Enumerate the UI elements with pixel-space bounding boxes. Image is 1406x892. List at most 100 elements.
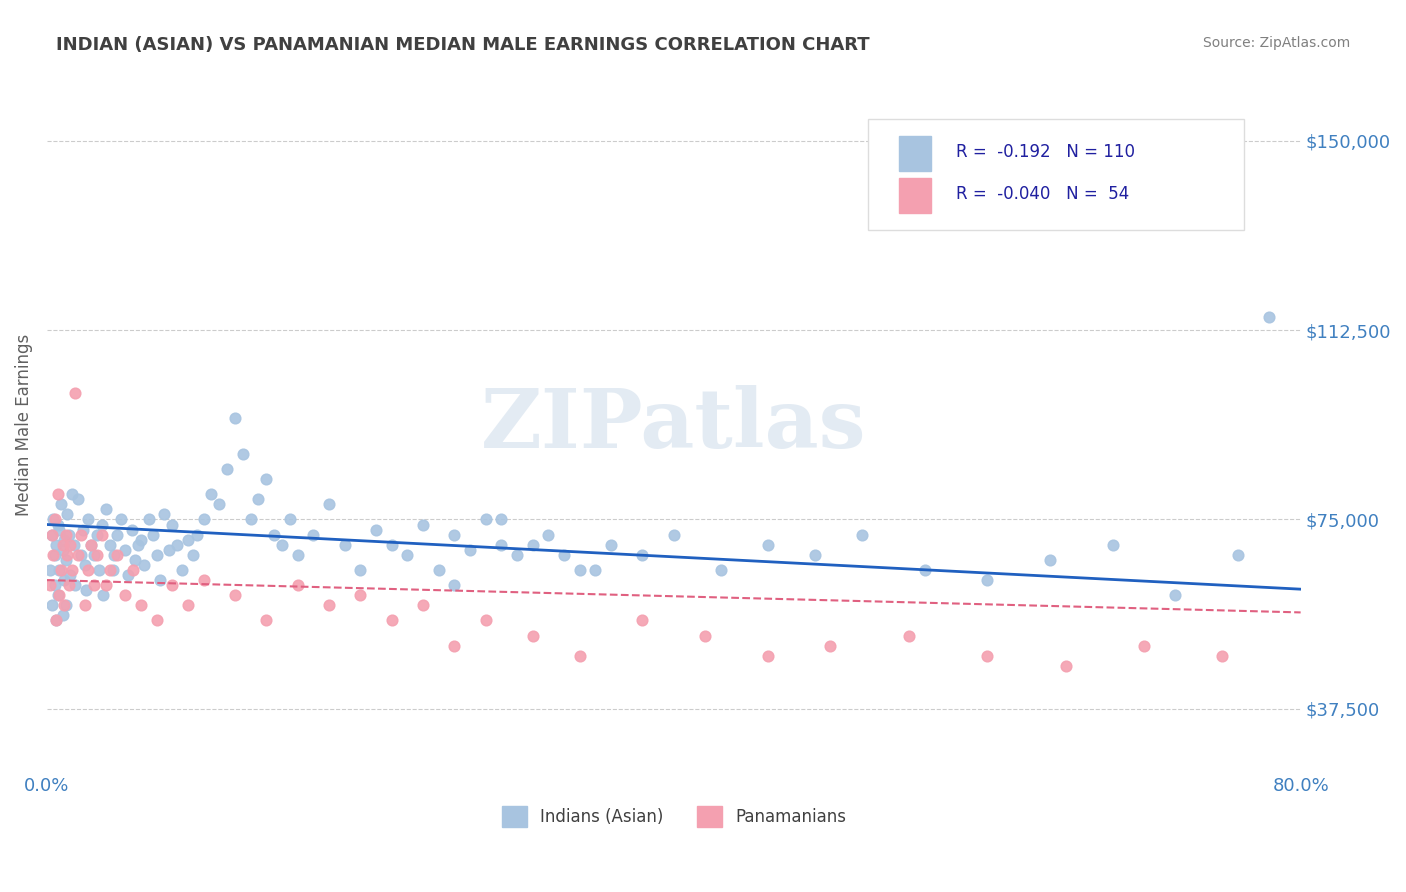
Point	[58, 527, 80, 541]
Point	[177, 599, 200, 613]
Point	[91, 588, 114, 602]
Point	[83, 578, 105, 592]
Point	[153, 508, 176, 522]
Point	[80, 538, 103, 552]
Point	[381, 538, 404, 552]
Point	[396, 548, 419, 562]
Point	[631, 548, 654, 562]
Point	[86, 527, 108, 541]
Point	[80, 538, 103, 552]
Point	[157, 542, 180, 557]
Point	[381, 614, 404, 628]
Point	[193, 512, 215, 526]
Point	[1039, 553, 1062, 567]
Point	[41, 599, 63, 613]
Point	[820, 639, 842, 653]
Point	[443, 527, 465, 541]
Point	[48, 588, 70, 602]
Point	[55, 553, 77, 567]
Y-axis label: Median Male Earnings: Median Male Earnings	[15, 334, 32, 516]
Point	[44, 578, 66, 592]
Point	[506, 548, 529, 562]
Point	[55, 527, 77, 541]
Point	[53, 599, 76, 613]
Point	[76, 512, 98, 526]
Point	[217, 462, 239, 476]
Point	[193, 573, 215, 587]
Point	[46, 588, 69, 602]
Point	[756, 648, 779, 663]
Point	[162, 578, 184, 592]
Point	[83, 548, 105, 562]
Point	[976, 573, 998, 587]
Legend: Indians (Asian), Panamanians: Indians (Asian), Panamanians	[495, 799, 852, 833]
Point	[51, 608, 73, 623]
Point	[631, 614, 654, 628]
FancyBboxPatch shape	[868, 120, 1244, 230]
Point	[39, 563, 62, 577]
FancyBboxPatch shape	[900, 178, 931, 213]
Point	[63, 386, 86, 401]
Point	[42, 512, 65, 526]
Point	[90, 527, 112, 541]
Point	[117, 568, 139, 582]
Point	[145, 614, 167, 628]
Point	[583, 563, 606, 577]
Point	[67, 548, 90, 562]
Text: Source: ZipAtlas.com: Source: ZipAtlas.com	[1202, 36, 1350, 50]
Point	[162, 517, 184, 532]
Point	[1101, 538, 1123, 552]
Point	[278, 512, 301, 526]
Point	[976, 648, 998, 663]
Point	[44, 512, 66, 526]
Point	[53, 533, 76, 547]
Point	[1258, 310, 1281, 325]
Point	[76, 563, 98, 577]
Point	[124, 553, 146, 567]
Point	[46, 517, 69, 532]
Point	[96, 502, 118, 516]
Point	[318, 599, 340, 613]
Point	[756, 538, 779, 552]
Point	[224, 588, 246, 602]
Point	[568, 648, 591, 663]
Point	[254, 472, 277, 486]
Point	[224, 411, 246, 425]
Point	[600, 538, 623, 552]
Point	[710, 563, 733, 577]
Point	[45, 614, 67, 628]
Point	[568, 563, 591, 577]
Point	[45, 538, 67, 552]
Point	[122, 563, 145, 577]
Point	[39, 578, 62, 592]
Point	[349, 563, 371, 577]
Point	[239, 512, 262, 526]
Point	[287, 548, 309, 562]
Point	[58, 578, 80, 592]
Point	[1133, 639, 1156, 653]
Point	[333, 538, 356, 552]
Point	[46, 487, 69, 501]
Point	[254, 614, 277, 628]
Point	[443, 639, 465, 653]
Point	[49, 497, 72, 511]
Point	[41, 527, 63, 541]
Point	[51, 542, 73, 557]
Point	[170, 563, 193, 577]
Point	[70, 527, 93, 541]
Point	[232, 447, 254, 461]
Point	[522, 629, 544, 643]
Point	[553, 548, 575, 562]
Point	[90, 517, 112, 532]
Point	[271, 538, 294, 552]
Point	[247, 492, 270, 507]
Point	[127, 538, 149, 552]
Point	[318, 497, 340, 511]
Point	[129, 599, 152, 613]
Point	[200, 487, 222, 501]
Point	[491, 512, 513, 526]
Point	[474, 512, 496, 526]
Point	[132, 558, 155, 572]
Point	[693, 629, 716, 643]
Point	[804, 548, 827, 562]
